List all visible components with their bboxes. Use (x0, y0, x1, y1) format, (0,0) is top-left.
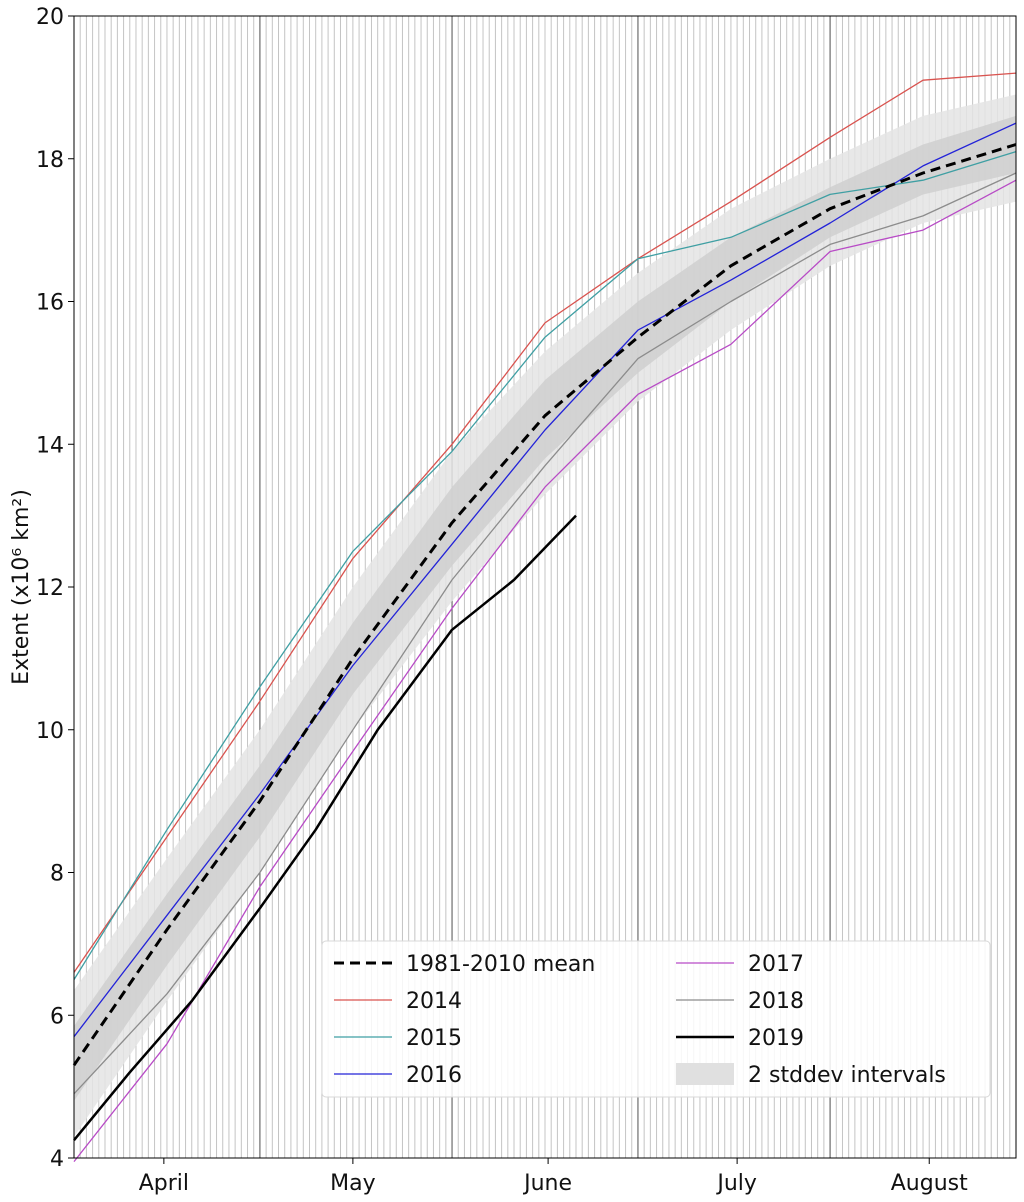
legend-label: 2 stddev intervals (748, 1063, 946, 1088)
series-layer (72, 72, 1017, 1163)
y-tick-label: 16 (36, 291, 64, 316)
series-line-2019 (73, 514, 577, 1141)
stddev-band-outer (74, 94, 1016, 1137)
legend-box (321, 940, 991, 1098)
y-tick-label: 4 (50, 1147, 64, 1172)
y-tick-label: 8 (50, 862, 64, 887)
series-line-2017 (73, 179, 1017, 1163)
y-tick-label: 12 (36, 576, 64, 601)
y-tick-layer: 4 6 8 10 12 14 16 18 20 (36, 5, 74, 1172)
legend-label: 2019 (748, 1026, 804, 1051)
series-line-2016 (73, 122, 1017, 1038)
x-tick-label: June (522, 1171, 572, 1196)
y-tick-label: 10 (36, 719, 64, 744)
legend-label: 1981-2010 mean (406, 952, 595, 977)
legend-label: 2015 (406, 1026, 462, 1051)
series-line-2014 (73, 72, 1017, 973)
legend-swatch (676, 1063, 734, 1085)
x-tick-label: July (715, 1171, 757, 1196)
y-axis-title: Extent (x10⁶ km²) (9, 489, 34, 685)
x-tick-layer: April May June July August (139, 1158, 968, 1196)
series-line-1981-2010-mean (72, 143, 1017, 1067)
stddev-band-layer (74, 94, 1016, 1137)
legend-label: 2014 (406, 989, 462, 1014)
y-tick-label: 18 (36, 148, 64, 173)
series-line-2018 (73, 172, 1017, 1095)
x-tick-label: August (891, 1171, 968, 1196)
x-tick-label: May (330, 1171, 375, 1196)
series-line-2015 (73, 150, 1017, 980)
x-tick-label: April (139, 1171, 189, 1196)
y-tick-label: 14 (36, 433, 64, 458)
legend: 1981-2010 mean 2014 2015 2016 2017 2018 2019 2 … (321, 940, 991, 1098)
y-tick-label: 20 (36, 5, 64, 30)
legend-label: 2016 (406, 1063, 462, 1088)
legend-label: 2018 (748, 989, 804, 1014)
legend-label: 2017 (748, 952, 804, 977)
y-tick-label: 6 (50, 1004, 64, 1029)
